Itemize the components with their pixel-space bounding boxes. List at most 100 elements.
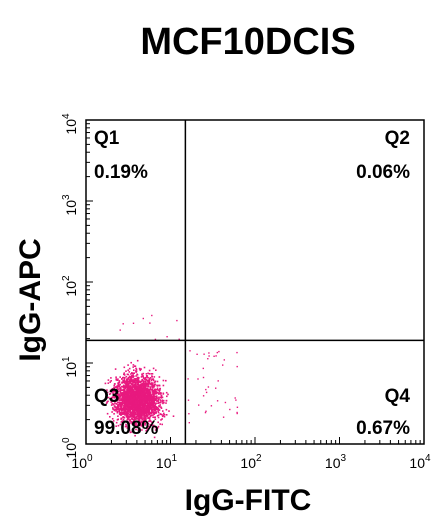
- data-point: [152, 424, 155, 427]
- data-point: [115, 400, 117, 402]
- data-point: [154, 426, 156, 429]
- data-point: [207, 386, 210, 388]
- data-point: [152, 416, 154, 418]
- data-point: [128, 409, 131, 412]
- data-point: [117, 418, 119, 421]
- data-point: [128, 394, 130, 396]
- data-point: [137, 413, 139, 416]
- data-point: [109, 389, 112, 392]
- data-point: [131, 375, 133, 377]
- data-point: [160, 397, 163, 399]
- data-point: [149, 425, 151, 428]
- data-point: [152, 396, 154, 399]
- data-point: [148, 383, 150, 385]
- data-point: [136, 404, 138, 406]
- data-point: [142, 389, 145, 391]
- x-tick-label: 100: [71, 453, 93, 471]
- data-point: [136, 418, 139, 420]
- data-point: [127, 376, 130, 379]
- data-point: [147, 417, 149, 419]
- data-point: [114, 386, 117, 388]
- data-point: [123, 373, 125, 376]
- data-point: [115, 421, 118, 424]
- data-point: [122, 397, 124, 399]
- data-point: [127, 421, 130, 423]
- data-point: [119, 402, 121, 404]
- data-point: [146, 400, 149, 403]
- data-point: [123, 394, 125, 397]
- data-point: [116, 399, 119, 401]
- data-point: [143, 393, 146, 396]
- data-point: [154, 338, 157, 341]
- data-point: [144, 412, 146, 414]
- data-point: [121, 420, 123, 423]
- data-point: [163, 414, 166, 416]
- data-point: [135, 420, 138, 423]
- data-point: [140, 393, 142, 395]
- data-point: [153, 394, 155, 397]
- data-point: [116, 392, 119, 395]
- data-point: [122, 395, 125, 397]
- data-point: [148, 399, 151, 402]
- data-point: [121, 382, 123, 384]
- quadrant-q3-percent: 99.08%: [94, 418, 159, 439]
- data-point: [118, 410, 121, 412]
- data-point: [127, 364, 129, 366]
- data-point: [236, 412, 238, 415]
- data-point: [132, 366, 134, 368]
- data-point: [148, 417, 151, 419]
- data-point: [126, 383, 128, 385]
- data-point: [145, 414, 147, 417]
- data-point: [114, 408, 117, 411]
- data-point: [131, 402, 134, 404]
- data-point: [109, 416, 111, 418]
- data-point: [122, 376, 125, 379]
- data-point: [126, 414, 128, 416]
- data-point: [143, 408, 145, 411]
- data-point: [115, 391, 118, 394]
- data-point: [145, 392, 147, 395]
- data-point: [144, 409, 146, 411]
- data-point: [146, 392, 149, 394]
- data-point: [145, 409, 148, 411]
- data-point: [145, 421, 148, 424]
- data-point: [133, 396, 135, 399]
- data-point: [156, 402, 158, 404]
- data-point: [120, 392, 123, 394]
- data-point: [134, 395, 137, 397]
- data-point: [137, 382, 139, 384]
- data-point: [131, 383, 134, 385]
- data-point: [148, 396, 150, 398]
- data-point: [149, 387, 152, 389]
- data-point: [126, 379, 129, 381]
- data-point: [128, 407, 130, 410]
- data-point: [137, 389, 139, 392]
- data-point: [163, 412, 165, 415]
- data-point: [116, 390, 119, 392]
- data-point: [124, 409, 127, 411]
- data-point: [126, 390, 128, 392]
- data-point: [113, 399, 115, 402]
- data-point: [107, 396, 110, 399]
- data-point: [130, 387, 132, 390]
- x-axis-label: IgG-FITC: [185, 484, 312, 517]
- data-point: [140, 383, 142, 386]
- data-point: [151, 314, 153, 317]
- data-point: [134, 421, 137, 424]
- data-point: [124, 399, 127, 402]
- data-point: [134, 378, 136, 381]
- data-point: [115, 390, 117, 393]
- quadrant-q1-name: Q1: [94, 128, 120, 149]
- data-point: [151, 389, 153, 391]
- data-point: [134, 434, 136, 437]
- data-point: [148, 393, 151, 395]
- data-point: [123, 392, 126, 395]
- data-point: [149, 377, 152, 379]
- data-point: [143, 396, 146, 398]
- data-point: [156, 387, 159, 390]
- data-point: [115, 408, 118, 411]
- data-point: [129, 422, 131, 425]
- data-point: [150, 399, 152, 402]
- data-point: [160, 401, 162, 404]
- data-point: [147, 425, 150, 428]
